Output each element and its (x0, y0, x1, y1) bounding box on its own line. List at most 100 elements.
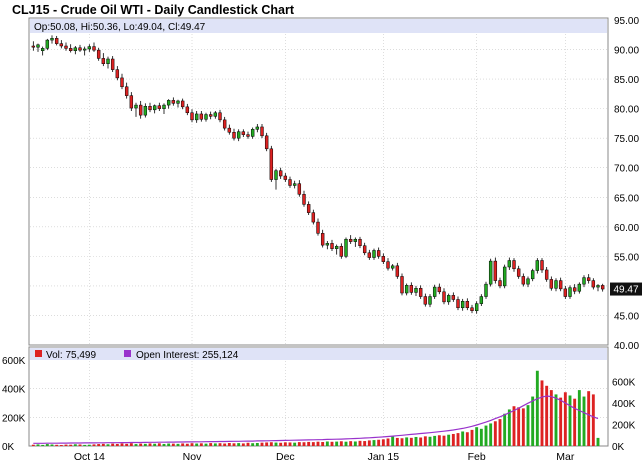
volume-bar (498, 419, 502, 446)
candle-body-up (82, 48, 87, 51)
volume-bar (227, 442, 231, 446)
price-grid (30, 34, 607, 344)
candle-body-down (64, 45, 68, 49)
candle-body-down (400, 276, 404, 294)
candle (129, 92, 134, 111)
candle-body-down (157, 105, 162, 109)
volume-bar (503, 413, 507, 446)
candle-body-up (390, 265, 395, 269)
candle (484, 281, 488, 299)
candle-body-up (596, 285, 600, 288)
candle (498, 277, 502, 289)
candle (241, 129, 246, 137)
volume-bar (512, 406, 516, 446)
candle-body-down (386, 261, 390, 269)
candle-body-up (166, 100, 171, 106)
candle-body-down (283, 175, 288, 180)
volume-bar (493, 421, 497, 446)
volume-bar (479, 428, 483, 446)
candle-body-up (213, 112, 218, 117)
volume-bar (209, 443, 213, 446)
volume-bar (419, 437, 423, 446)
volume-bar (260, 442, 264, 446)
volume-bar (41, 444, 45, 446)
volume-bar (255, 442, 259, 446)
volume-bar (335, 441, 339, 446)
candle (558, 277, 563, 292)
volume-bar (279, 442, 283, 446)
candle-body-down (563, 288, 568, 297)
candle-body-down (190, 112, 194, 121)
volume-bar (148, 443, 152, 446)
volume-bar (251, 443, 255, 446)
candle-body-down (465, 301, 470, 309)
candle (204, 112, 208, 122)
volume-bar (437, 435, 441, 446)
candle-body-down (288, 179, 292, 186)
price-summary-text: Op:50.08, Hi:50.36, Lo:49.04, Cl:49.47 (34, 22, 206, 33)
price-tick-label: 55.00 (614, 252, 639, 263)
candle-body-down (96, 49, 101, 59)
volume-bar (414, 436, 418, 446)
volume-bar (549, 390, 553, 446)
candle-body-up (474, 303, 479, 311)
candle (586, 274, 591, 284)
volume-bar (274, 442, 278, 446)
candle-body-down (521, 276, 526, 285)
candle-body-down (442, 291, 446, 303)
candle (283, 173, 288, 182)
volume-bar (111, 443, 115, 446)
candle (479, 294, 484, 306)
candle-body-down (120, 77, 124, 88)
candle (54, 35, 59, 46)
volume-bar (559, 397, 563, 446)
candle-body-up (479, 296, 484, 304)
candle-body-up (50, 38, 54, 41)
volume-bar (325, 441, 329, 446)
candle (568, 285, 572, 299)
candle-body-down (260, 126, 264, 137)
candle (460, 298, 465, 311)
volume-right-tick-label: 600K (612, 378, 636, 389)
candle-body-down (409, 285, 414, 293)
price-tick-label: 45.00 (614, 311, 639, 322)
candle-body-up (460, 301, 465, 309)
volume-bar (526, 405, 530, 446)
volume-bar (461, 431, 465, 446)
candle-body-down (31, 45, 36, 48)
price-tick-label: 60.00 (614, 223, 639, 234)
candle (395, 262, 400, 279)
candle (591, 278, 596, 290)
price-tick-label: 70.00 (614, 164, 639, 175)
candle-body-up (292, 183, 297, 186)
volume-bar (582, 396, 586, 446)
price-summary-banner (30, 19, 607, 33)
candle (250, 127, 255, 139)
candle (526, 276, 530, 288)
candle (446, 293, 451, 305)
candle (549, 276, 554, 291)
volume-left-axis: 600K 400K 200K 0K (2, 356, 26, 453)
candle-body-up (250, 129, 255, 137)
candle (409, 282, 414, 295)
candle (227, 124, 232, 135)
candle-body-up (325, 243, 330, 246)
candle-body-up (45, 39, 50, 49)
volume-bar (64, 444, 68, 446)
candle (64, 42, 68, 51)
candle (292, 180, 297, 189)
candle-body-up (488, 260, 493, 285)
candle-body-up (255, 126, 260, 130)
volume-bars (31, 370, 600, 446)
candle-body-down (246, 134, 250, 137)
volume-bar (153, 443, 157, 446)
volume-bar (517, 407, 521, 446)
volume-bar (395, 437, 399, 446)
volume-legend-swatch (35, 350, 42, 357)
volume-bar (171, 443, 175, 446)
x-tick-label: Nov (183, 451, 202, 463)
candle (232, 128, 236, 141)
candle-body-up (554, 280, 558, 289)
candle-body-down (199, 113, 204, 120)
